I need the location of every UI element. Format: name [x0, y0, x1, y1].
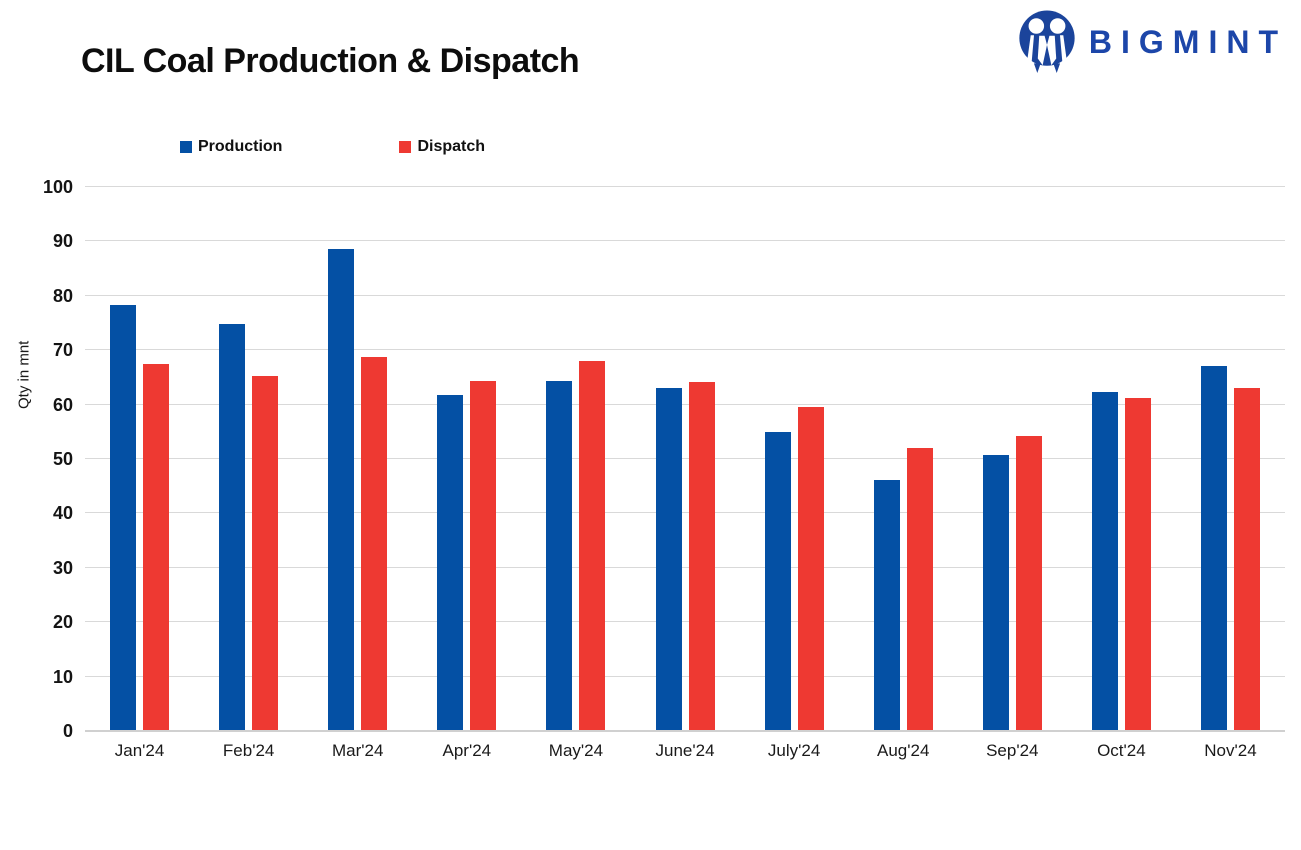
bar-production-Nov'24	[1200, 365, 1227, 731]
chart-legend: Production Dispatch	[180, 138, 485, 156]
x-axis-line	[85, 730, 1285, 732]
x-tick-label-Feb'24: Feb'24	[222, 741, 275, 760]
bar-group-Oct'24	[1067, 187, 1176, 731]
bigmint-logo: BIGMINT	[1017, 10, 1287, 74]
bar-production-May'24	[546, 380, 573, 731]
y-tick-label-60: 60	[52, 394, 73, 415]
gridline-60	[85, 403, 1285, 405]
x-tick-label-Aug'24: Aug'24	[877, 741, 930, 760]
production-swatch-icon	[180, 141, 192, 153]
bar-group-Nov'24	[1176, 187, 1285, 731]
gridline-40	[85, 512, 1285, 514]
bar-group-Jan'24	[85, 187, 194, 731]
gridline-50	[85, 458, 1285, 459]
x-tick-label-July'24: July'24	[767, 741, 821, 760]
y-tick-label-80: 80	[52, 285, 73, 306]
y-tick-label-20: 20	[52, 612, 73, 633]
bar-dispatch-Mar'24	[361, 357, 388, 731]
gridline-30	[85, 566, 1285, 568]
bar-group-Mar'24	[303, 187, 412, 731]
bigmint-people-m-icon	[1017, 10, 1077, 74]
y-tick-label-100: 100	[42, 177, 73, 197]
bar-dispatch-June'24	[688, 382, 715, 731]
bar-group-June'24	[630, 187, 739, 731]
x-tick-label-Mar'24: Mar'24	[332, 741, 384, 760]
gridline-20	[85, 621, 1285, 623]
bar-group-Sep'24	[958, 187, 1067, 731]
bar-dispatch-Feb'24	[252, 376, 279, 731]
bigmint-brand-text: BIGMINT	[1088, 24, 1287, 60]
y-tick-label-0: 0	[62, 721, 73, 741]
y-axis-title: Qty in mnt	[15, 340, 33, 410]
y-tick-label-40: 40	[52, 503, 73, 524]
bar-dispatch-Oct'24	[1124, 398, 1151, 731]
bar-dispatch-May'24	[579, 360, 606, 731]
page-title: CIL Coal Production & Dispatch	[81, 42, 580, 80]
x-tick-label-May'24: May'24	[548, 741, 604, 760]
gridline-100	[85, 186, 1285, 187]
bar-dispatch-Apr'24	[470, 381, 497, 731]
bar-production-Mar'24	[328, 249, 355, 731]
y-tick-label-10: 10	[52, 666, 73, 687]
x-tick-label-Jan'24: Jan'24	[114, 741, 165, 760]
bar-dispatch-Sep'24	[1015, 435, 1042, 731]
bar-production-Aug'24	[873, 480, 900, 731]
bar-group-Aug'24	[849, 187, 958, 731]
y-tick-label-90: 90	[52, 231, 73, 252]
bar-dispatch-Aug'24	[906, 447, 933, 731]
bar-production-Sep'24	[982, 454, 1009, 731]
gridline-90	[85, 240, 1285, 242]
legend-label-dispatch: Dispatch	[417, 138, 486, 155]
legend-item-production: Production	[180, 138, 282, 156]
y-tick-label-30: 30	[52, 557, 73, 578]
y-tick-label-70: 70	[52, 340, 73, 361]
bar-group-July'24	[740, 187, 849, 731]
bar-production-June'24	[655, 388, 682, 731]
x-tick-label-Sep'24: Sep'24	[986, 741, 1039, 760]
y-tick-label-50: 50	[52, 449, 73, 469]
gridline-80	[85, 294, 1285, 296]
bar-dispatch-July'24	[797, 407, 824, 731]
x-tick-label-Apr'24: Apr'24	[442, 741, 492, 760]
legend-item-dispatch: Dispatch	[399, 138, 485, 156]
dispatch-swatch-icon	[399, 141, 412, 153]
gridline-10	[85, 675, 1285, 677]
x-tick-label-June'24: June'24	[655, 741, 715, 760]
x-tick-label-Nov'24: Nov'24	[1204, 741, 1257, 760]
gridline-70	[85, 349, 1285, 351]
bar-production-Oct'24	[1091, 391, 1118, 731]
plot-area: 0 10 20 30 40 50 60 70 80 90 100	[43, 177, 1285, 741]
bar-dispatch-Jan'24	[143, 363, 170, 731]
bars-row	[85, 187, 1285, 731]
bar-production-Feb'24	[219, 324, 246, 731]
legend-label-production: Production	[198, 138, 283, 155]
bar-group-Apr'24	[412, 187, 521, 731]
bar-production-Jan'24	[110, 304, 137, 731]
x-axis-labels: Jan'24 Feb'24 Mar'24 Apr'24 May'24 June'24 Jul…	[85, 741, 1285, 761]
bar-production-July'24	[764, 432, 791, 731]
bar-group-May'24	[521, 187, 630, 731]
bar-group-Feb'24	[194, 187, 303, 731]
x-tick-label-Oct'24: Oct'24	[1097, 741, 1146, 760]
bar-dispatch-Nov'24	[1233, 388, 1260, 731]
bar-production-Apr'24	[437, 394, 464, 731]
